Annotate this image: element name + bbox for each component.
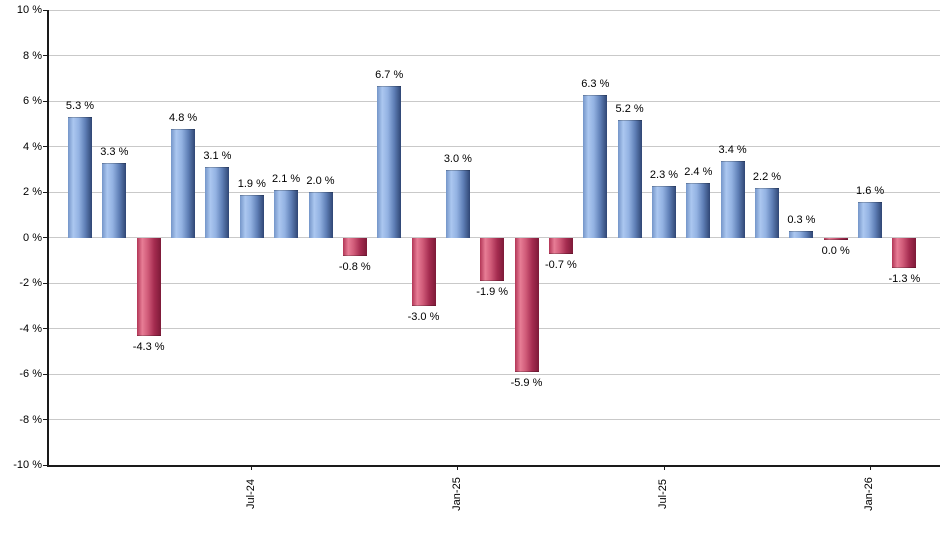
chart-bar <box>720 160 745 238</box>
chart-bar <box>377 85 402 238</box>
bar-value-label: 0.0 % <box>821 244 850 257</box>
y-axis-tick-label: 10 % <box>16 4 42 16</box>
bar-value-label: -5.9 % <box>510 376 543 389</box>
y-axis-tick-mark <box>43 282 48 284</box>
bar-value-label: 3.4 % <box>718 143 747 156</box>
y-gridline <box>48 282 940 284</box>
bar-value-label: 3.3 % <box>100 145 129 158</box>
y-axis-tick-label: 0 % <box>23 231 42 244</box>
chart-bar <box>514 237 539 372</box>
chart-bar <box>755 187 779 238</box>
y-axis-tick-mark <box>43 328 48 329</box>
chart-bar <box>274 189 299 238</box>
y-axis-tick-mark <box>43 100 48 102</box>
chart-bar <box>548 237 573 254</box>
x-axis-tick-mark <box>869 465 871 470</box>
y-axis-tick-mark <box>43 464 48 466</box>
bar-value-label: 4.8 % <box>169 111 198 124</box>
y-axis-tick-mark <box>43 146 48 147</box>
x-axis-tick-label: Jul-25 <box>657 479 669 509</box>
bar-value-label: 0.3 % <box>787 213 816 226</box>
bar-value-label: 1.9 % <box>237 177 266 190</box>
chart-bar <box>411 237 436 306</box>
bar-value-label: 2.1 % <box>272 172 301 185</box>
chart-bar <box>102 162 127 238</box>
chart-bar <box>823 237 848 240</box>
y-axis-tick-mark <box>43 9 48 11</box>
y-axis-tick-label: 2 % <box>23 186 42 198</box>
x-axis-tick-label: Jul-24 <box>244 479 257 509</box>
bar-value-label: -0.8 % <box>338 260 371 273</box>
bar-value-label: -1.9 % <box>476 285 509 298</box>
y-gridline <box>48 419 940 420</box>
x-axis-line <box>47 464 940 467</box>
y-axis-tick-label: -2 % <box>19 277 42 289</box>
chart-bar <box>445 169 470 238</box>
y-axis-tick-label: 6 % <box>23 95 42 107</box>
chart-bar <box>205 166 230 238</box>
y-axis-tick-mark <box>43 419 48 420</box>
x-axis-tick-mark <box>251 465 253 470</box>
bar-value-label: -3.0 % <box>407 310 440 323</box>
y-gridline <box>48 100 940 102</box>
chart-bar <box>68 116 92 238</box>
y-gridline <box>48 9 940 11</box>
bar-value-label: -4.3 % <box>132 340 165 353</box>
bar-value-label: -1.3 % <box>888 272 921 285</box>
chart-bar <box>789 230 814 238</box>
y-gridline <box>48 328 940 329</box>
y-gridline <box>48 191 940 193</box>
bar-value-label: 2.4 % <box>684 165 713 178</box>
bar-value-label: 2.3 % <box>649 168 679 181</box>
chart-bar <box>652 185 676 238</box>
chart-bar <box>308 191 333 238</box>
y-axis-tick-mark <box>43 237 48 238</box>
y-gridline <box>48 373 940 375</box>
chart-bar <box>136 237 161 336</box>
y-gridline <box>48 55 940 56</box>
y-axis-tick-mark <box>43 191 48 193</box>
bar-value-label: 2.0 % <box>306 174 335 187</box>
chart-bar <box>171 128 196 238</box>
y-axis-tick-label: 4 % <box>23 140 42 153</box>
bar-value-label: 3.0 % <box>443 152 472 165</box>
bar-value-label: 1.6 % <box>856 184 885 197</box>
chart-bar <box>686 182 711 238</box>
bar-value-label: -0.7 % <box>544 258 577 271</box>
x-axis-tick-mark <box>457 465 459 470</box>
bar-value-label: 6.7 % <box>375 68 404 81</box>
chart-bar <box>858 201 883 238</box>
x-axis-tick-mark <box>663 465 665 470</box>
y-axis-tick-mark <box>43 55 48 56</box>
chart-bar <box>617 119 642 238</box>
y-axis-tick-label: -6 % <box>19 368 42 380</box>
bar-value-label: 6.3 % <box>581 77 610 90</box>
y-axis-tick-label: -8 % <box>19 413 42 426</box>
chart-bar <box>583 94 608 238</box>
y-axis-tick-label: -4 % <box>19 322 42 335</box>
chart-bar <box>480 237 505 281</box>
x-axis-tick-label: Jan-26 <box>863 477 876 511</box>
x-axis-tick-label: Jan-25 <box>450 477 463 511</box>
bar-value-label: 2.2 % <box>752 170 782 183</box>
y-gridline <box>48 146 940 147</box>
bar-value-label: 5.3 % <box>65 99 95 112</box>
chart-bar <box>892 237 917 268</box>
y-axis-tick-mark <box>43 373 48 375</box>
bar-value-label: 3.1 % <box>203 149 232 162</box>
bar-value-label: 5.2 % <box>615 102 644 115</box>
chart-bar <box>239 194 264 238</box>
chart-bar <box>342 237 367 256</box>
y-axis-tick-label: -10 % <box>13 459 42 471</box>
y-axis-line <box>47 10 49 466</box>
y-axis-tick-label: 8 % <box>23 49 42 62</box>
